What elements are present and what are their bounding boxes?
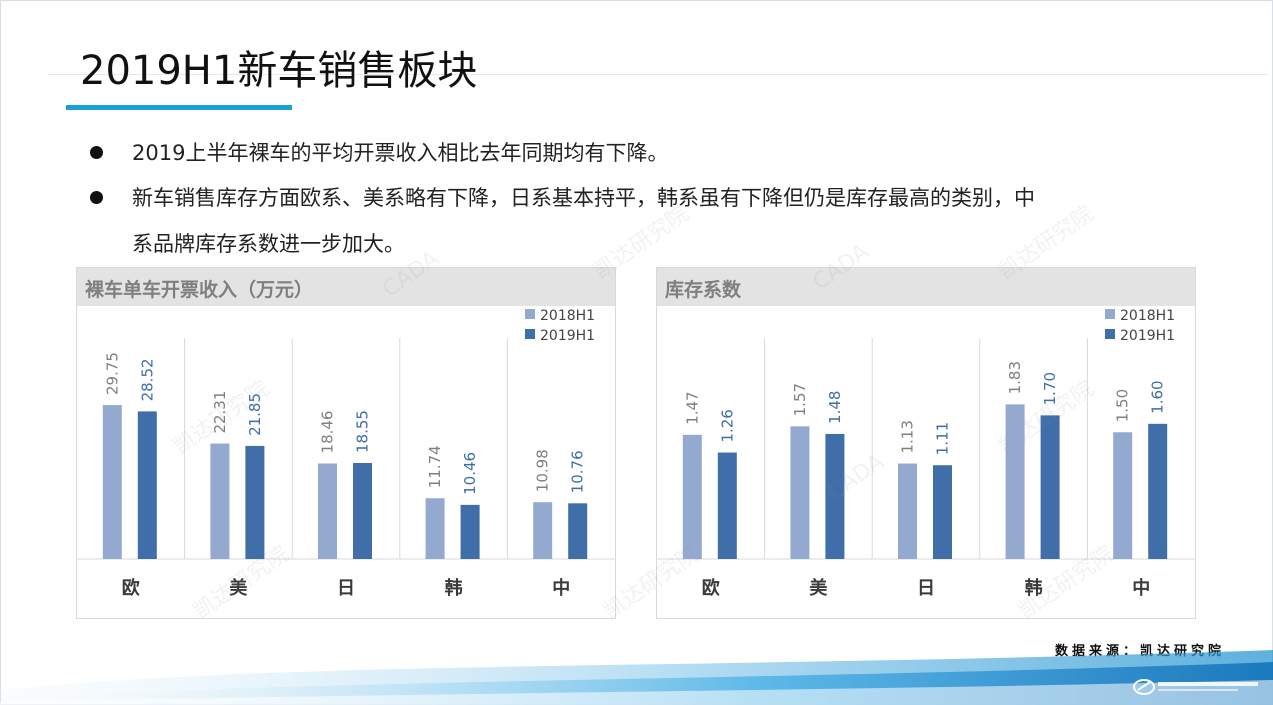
category-label: 韩 (445, 577, 463, 599)
bar-value-label: 18.55 (354, 410, 372, 453)
bar-2019H1-美 (825, 433, 845, 559)
bar-value-label: 22.31 (211, 391, 229, 434)
bar-2018H1-中 (533, 502, 553, 559)
bar-value-label: 1.47 (683, 391, 701, 424)
chart-inventory: 库存系数 1.47 1.26 欧 1.57 1.48 美 1.13 1.11 日 1.83 1.70 韩… (656, 267, 1196, 619)
title-rule (48, 74, 1268, 75)
bar-2018H1-日 (898, 463, 917, 559)
bar-2018H1-欧 (102, 405, 122, 559)
bar-2018H1-美 (790, 426, 810, 559)
title-accent-bar (66, 105, 292, 110)
bar-2018H1-日 (318, 463, 337, 559)
legend-label: 2019H1 (1120, 328, 1175, 344)
category-label: 日 (917, 578, 935, 599)
category-label: 欧 (702, 577, 720, 599)
legend-swatch (1105, 329, 1115, 339)
bar-2019H1-韩 (460, 504, 480, 559)
bullet-2-text-line1: 新车销售库存方面欧系、美系略有下降，日系基本持平，韩系虽有下降但仍是库存最高的类… (132, 186, 1035, 210)
bar-2018H1-韩 (1005, 404, 1025, 559)
footer-wave-decoration (0, 650, 1273, 705)
legend-label: 2018H1 (1120, 308, 1175, 324)
chart-title: 裸车单车开票收入（万元） (85, 278, 313, 301)
bar-value-label: 1.50 (1114, 389, 1132, 422)
bar-2019H1-欧 (717, 452, 737, 559)
bar-value-label: 1.83 (1006, 361, 1024, 394)
bar-value-label: 1.11 (934, 422, 952, 455)
bullet-2-text-line2: 系品牌库存系数进一步加大。 (132, 232, 405, 256)
legend-swatch (525, 329, 535, 339)
bar-value-label: 1.13 (899, 420, 917, 453)
bar-2018H1-韩 (425, 498, 445, 559)
bar-value-label: 1.70 (1041, 372, 1059, 405)
chart-header-band (77, 268, 615, 306)
bar-value-label: 10.98 (534, 449, 552, 492)
bar-value-label: 1.26 (718, 409, 736, 442)
category-label: 欧 (122, 577, 140, 599)
bar-value-label: 21.85 (246, 393, 264, 436)
category-label: 中 (1132, 577, 1150, 599)
category-label: 美 (809, 577, 827, 599)
legend-swatch (1105, 309, 1115, 319)
category-label: 美 (229, 577, 247, 599)
chart-header-band (657, 268, 1195, 306)
bar-value-label: 10.46 (461, 452, 479, 495)
category-label: 中 (552, 577, 570, 599)
bullet-dot-icon (90, 191, 103, 204)
bar-2018H1-美 (210, 443, 230, 559)
bar-2019H1-欧 (137, 411, 157, 559)
page-title: 2019H1新车销售板块 (80, 48, 478, 94)
bar-value-label: 1.48 (826, 391, 844, 424)
bar-2019H1-日 (353, 463, 372, 559)
bar-2019H1-韩 (1040, 415, 1060, 559)
chart-inventory-svg: 库存系数 1.47 1.26 欧 1.57 1.48 美 1.13 1.11 日 1.83 1.70 韩… (657, 268, 1195, 599)
legend-swatch (525, 309, 535, 319)
bar-value-label: 1.60 (1149, 380, 1167, 413)
bar-2018H1-欧 (682, 434, 702, 559)
bar-value-label: 28.52 (138, 358, 156, 401)
bar-value-label: 1.57 (791, 383, 809, 416)
bar-2019H1-日 (933, 465, 952, 559)
bullet-1-text: 2019上半年裸车的平均开票收入相比去年同期均有下降。 (132, 141, 669, 165)
legend-label: 2018H1 (540, 308, 595, 324)
category-label: 韩 (1025, 577, 1043, 599)
chart-title: 库存系数 (665, 278, 742, 301)
bullet-dot-icon (90, 146, 103, 159)
chart-revenue: 裸车单车开票收入（万元） 29.75 28.52 欧 22.31 21.85 美 18.46 1… (76, 267, 616, 619)
bar-value-label: 18.46 (319, 411, 337, 454)
chart-revenue-svg: 裸车单车开票收入（万元） 29.75 28.52 欧 22.31 21.85 美 18.46 1… (77, 268, 615, 599)
category-label: 日 (337, 578, 355, 599)
bar-value-label: 10.76 (569, 450, 587, 493)
bar-2019H1-中 (1148, 423, 1168, 559)
bar-2019H1-美 (245, 445, 265, 559)
bar-2019H1-中 (568, 503, 588, 559)
legend-label: 2019H1 (540, 328, 595, 344)
association-logo-icon (1133, 679, 1258, 695)
bar-2018H1-中 (1113, 432, 1133, 559)
bar-value-label: 11.74 (426, 445, 444, 488)
bar-value-label: 29.75 (103, 352, 121, 395)
